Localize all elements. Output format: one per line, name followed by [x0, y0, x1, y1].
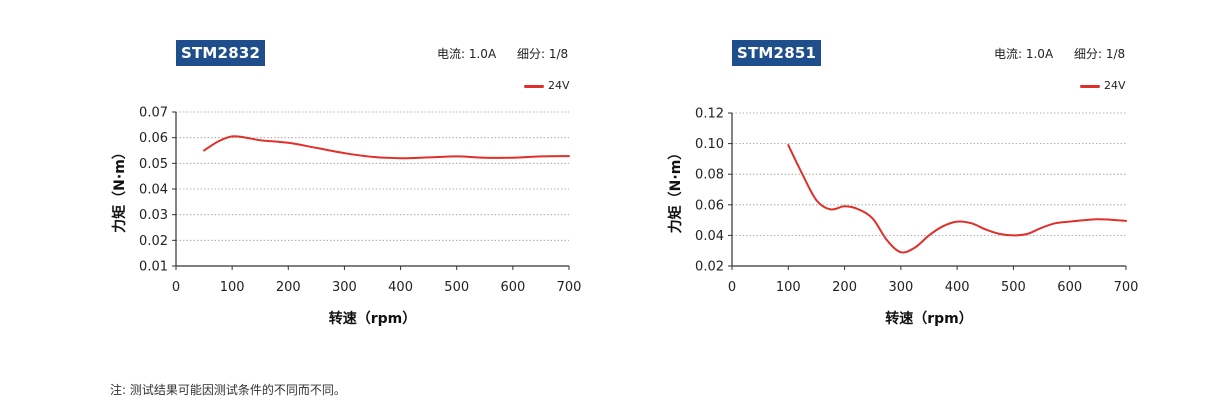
legend-label: 24V: [548, 79, 570, 92]
y-tick-label: 0.08: [695, 168, 724, 183]
x-tick-label: 0: [728, 280, 736, 295]
x-tick-label: 400: [388, 280, 413, 295]
y-tick-label: 0.05: [139, 157, 168, 172]
spec-microstep: 细分: 1/8: [1074, 47, 1126, 61]
legend-swatch: [524, 84, 544, 88]
x-axis-label: 转速（rpm）: [329, 310, 417, 327]
x-tick-label: 500: [444, 280, 469, 295]
series-line-24V: [787, 144, 1127, 254]
y-tick-label: 0.03: [139, 208, 168, 223]
model-title-stm2851: STM2851: [732, 40, 822, 66]
model-title-stm2832: STM2832: [176, 40, 266, 66]
chart-stm2832: STM2832 电流: 1.0A 细分: 1/8 24V 0.01 0.02 0.0…: [0, 0, 600, 360]
y-tick-label: 0.04: [695, 229, 724, 244]
legend: 24V: [1080, 79, 1126, 92]
x-tick-label: 200: [276, 280, 301, 295]
legend-label: 24V: [1104, 79, 1126, 92]
x-tick-label: 600: [1057, 280, 1082, 295]
y-tick-label: 0.04: [139, 183, 168, 198]
x-tick-label: 200: [832, 280, 857, 295]
x-tick-label: 300: [332, 280, 357, 295]
series-line-24V: [203, 135, 570, 160]
y-axis-label: 力矩（N·m）: [111, 145, 128, 233]
footnote: 注: 测试结果可能因测试条件的不同而不同。: [110, 383, 346, 397]
y-axis-label: 力矩（N·m）: [667, 146, 684, 234]
x-tick-label: 600: [500, 280, 525, 295]
x-tick-label: 0: [172, 280, 180, 295]
y-tick-label: 0.02: [139, 234, 168, 249]
legend-swatch: [1080, 84, 1100, 88]
x-tick-label: 100: [776, 280, 801, 295]
plot-area: 0.01 0.02 0.03 0.04 0.05 0.06 0.07 0 100 200 300 40…: [111, 106, 582, 328]
spec-microstep: 细分: 1/8: [517, 47, 569, 61]
y-tick-label: 0.06: [695, 198, 724, 213]
y-tick-label: 0.10: [695, 137, 724, 152]
x-tick-label: 300: [888, 280, 913, 295]
x-tick-label: 400: [945, 280, 970, 295]
spec-current: 电流: 1.0A: [437, 47, 497, 61]
y-tick-label: 0.02: [695, 260, 724, 275]
x-axis-label: 转速（rpm）: [885, 310, 973, 327]
y-tick-label: 0.07: [139, 106, 168, 121]
chart-stm2851: STM2851 电流: 1.0A 细分: 1/8 24V 0.02 0.04 0.0…: [560, 0, 1160, 360]
x-tick-label: 100: [220, 280, 245, 295]
x-tick-label: 500: [1001, 280, 1026, 295]
y-tick-label: 0.01: [139, 260, 168, 275]
y-tick-label: 0.06: [139, 131, 168, 146]
plot-area: 0.02 0.04 0.06 0.08 0.10 0.12 0 100 200 300 400 500…: [667, 107, 1139, 328]
legend: 24V: [524, 79, 570, 92]
y-tick-label: 0.12: [695, 107, 724, 122]
x-tick-label: 700: [557, 280, 582, 295]
spec-current: 电流: 1.0A: [994, 47, 1054, 61]
x-tick-label: 700: [1114, 280, 1139, 295]
